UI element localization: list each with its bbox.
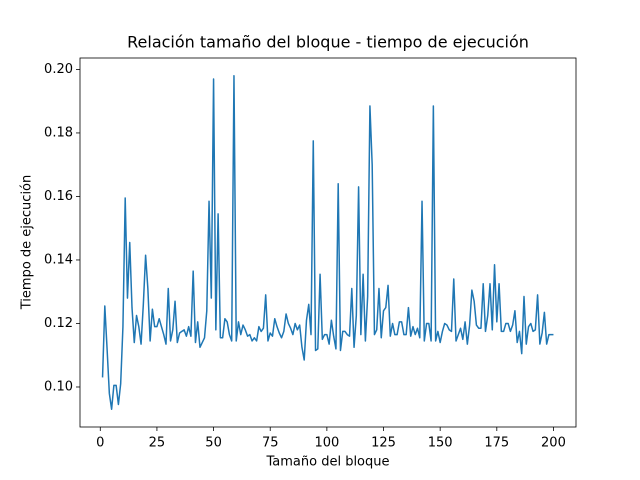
y-tick-label: 0.18: [44, 125, 73, 140]
plot-frame: [79, 57, 577, 428]
x-tick-label: 100: [314, 436, 339, 451]
x-tick-label: 175: [484, 436, 509, 451]
chart-title: Relación tamaño del bloque - tiempo de e…: [127, 33, 529, 52]
y-tick-label: 0.12: [44, 316, 73, 331]
x-tick-label: 50: [205, 436, 222, 451]
y-tick-label: 0.14: [44, 252, 73, 267]
y-tick-label: 0.16: [44, 189, 73, 204]
y-tick-label: 0.10: [44, 379, 73, 394]
x-tick-label: 25: [149, 436, 166, 451]
x-axis-label: Tamaño del bloque: [265, 455, 389, 470]
y-axis-label: Tiempo de ejecución: [20, 175, 35, 310]
x-tick-label: 75: [262, 436, 279, 451]
data-line: [101, 75, 554, 410]
x-tick-label: 125: [371, 436, 396, 451]
x-tick-label: 200: [541, 436, 566, 451]
x-tick-label: 150: [428, 436, 453, 451]
y-tick-label: 0.20: [44, 62, 73, 77]
x-tick-label: 0: [96, 436, 104, 451]
